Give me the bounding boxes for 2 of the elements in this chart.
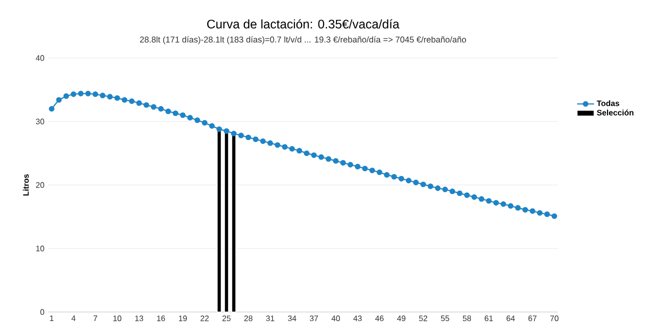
chart-subtitle: 28.8lt (171 días)-28.1lt (183 días)=0.7 lt/v/d ... 19.3 €/rebaño/día => 7045 €/rebaño/año <box>140 36 466 44</box>
chart-title: Curva de lactación: 0.35€/vaca/día <box>207 19 400 29</box>
